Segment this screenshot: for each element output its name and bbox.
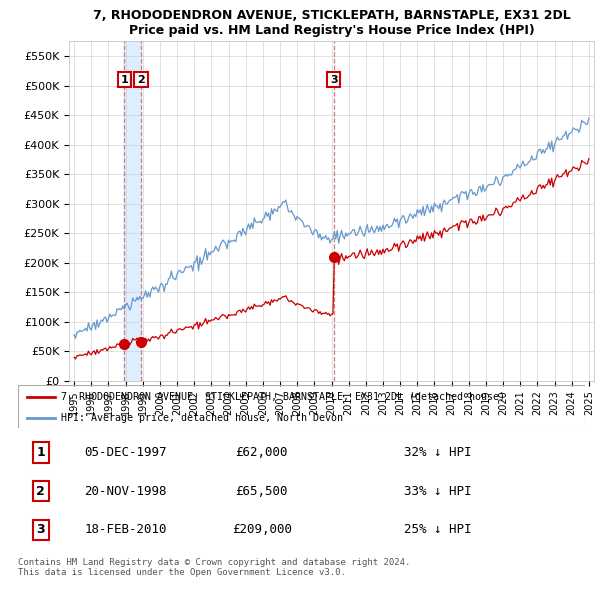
Text: 2: 2 (37, 484, 45, 498)
Text: 2: 2 (137, 75, 145, 84)
Text: £62,000: £62,000 (236, 446, 288, 459)
Text: Contains HM Land Registry data © Crown copyright and database right 2024.
This d: Contains HM Land Registry data © Crown c… (18, 558, 410, 577)
Title: 7, RHODODENDRON AVENUE, STICKLEPATH, BARNSTAPLE, EX31 2DL
Price paid vs. HM Land: 7, RHODODENDRON AVENUE, STICKLEPATH, BAR… (92, 9, 571, 37)
Text: 1: 1 (121, 75, 128, 84)
Text: 3: 3 (37, 523, 45, 536)
Text: 18-FEB-2010: 18-FEB-2010 (85, 523, 167, 536)
Bar (124, 41, 141, 381)
Text: £209,000: £209,000 (232, 523, 292, 536)
Text: 7, RHODODENDRON AVENUE, STICKLEPATH, BARNSTAPLE, EX31 2DL (detached house): 7, RHODODENDRON AVENUE, STICKLEPATH, BAR… (61, 392, 505, 402)
Text: 05-DEC-1997: 05-DEC-1997 (85, 446, 167, 459)
Text: 1: 1 (37, 446, 45, 459)
Text: 32% ↓ HPI: 32% ↓ HPI (404, 446, 471, 459)
Text: 20-NOV-1998: 20-NOV-1998 (85, 484, 167, 498)
Text: 33% ↓ HPI: 33% ↓ HPI (404, 484, 471, 498)
Text: HPI: Average price, detached house, North Devon: HPI: Average price, detached house, Nort… (61, 414, 343, 424)
Text: 25% ↓ HPI: 25% ↓ HPI (404, 523, 471, 536)
Text: 3: 3 (330, 75, 338, 84)
Text: £65,500: £65,500 (236, 484, 288, 498)
